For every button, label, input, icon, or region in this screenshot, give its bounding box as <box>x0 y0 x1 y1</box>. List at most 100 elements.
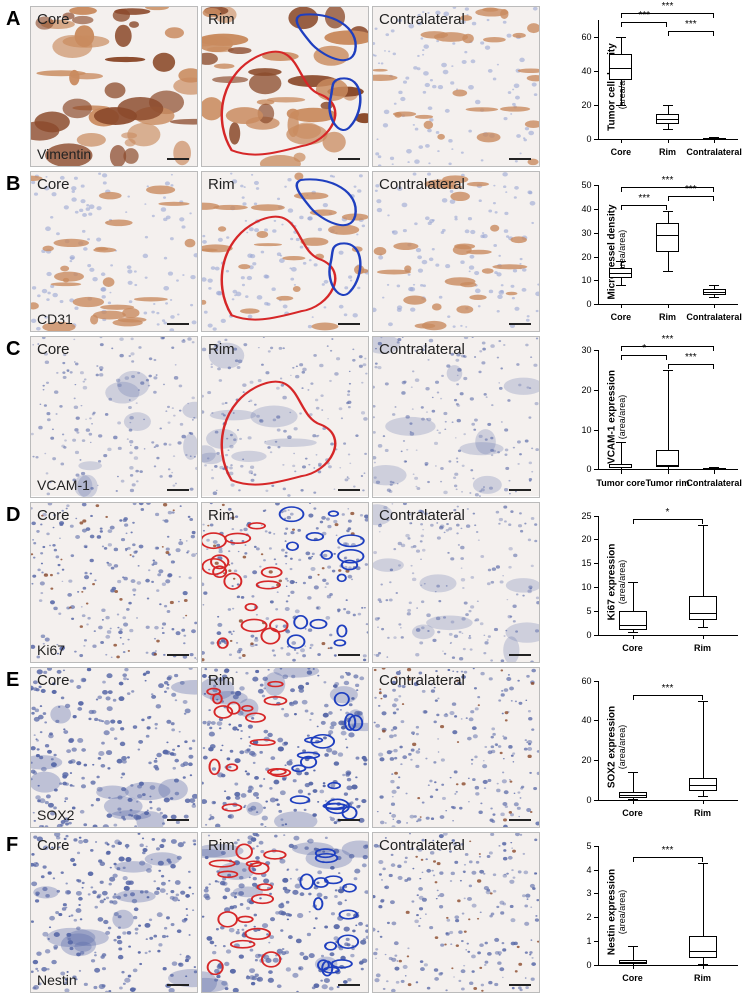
ytick <box>594 587 598 588</box>
box-chart: Nestin expression(area/area)012345CoreRi… <box>554 832 744 993</box>
xtick <box>703 965 704 969</box>
median-line <box>689 613 717 614</box>
ytick <box>594 390 598 391</box>
whisker-cap <box>628 632 638 633</box>
chart-ysub: (area/area) <box>617 852 627 972</box>
chart-ylabel: Microvessel density <box>606 192 617 312</box>
axis-y <box>598 350 599 469</box>
ytick-label: 20 <box>578 755 592 765</box>
ytick-label: 40 <box>578 715 592 725</box>
median-line <box>609 273 632 274</box>
xtick <box>714 139 715 143</box>
xtick <box>703 635 704 639</box>
panel-letter: B <box>4 171 30 332</box>
median-line <box>619 795 647 796</box>
chart-cell: Tumor cell density(area/area)0204060Core… <box>540 6 747 167</box>
tissue-image <box>31 172 197 331</box>
whisker-cap <box>628 946 638 947</box>
sig-label: *** <box>662 848 674 854</box>
whisker <box>633 946 634 960</box>
sig-label: * <box>666 510 670 516</box>
chart-ylabel: Nestin expression <box>606 852 617 972</box>
marker-label: SOX2 <box>37 807 74 823</box>
region-label: Core <box>37 341 70 358</box>
ytick <box>594 209 598 210</box>
box-chart: Microvessel density(area/area)0102030405… <box>554 171 744 332</box>
xtick <box>621 139 622 143</box>
ytick <box>594 71 598 72</box>
tissue-image <box>31 833 197 992</box>
whisker <box>621 278 622 285</box>
xtick-label: Tumor rim <box>646 478 690 488</box>
micrograph-rim: Rim <box>201 832 369 993</box>
ytick-label: 0 <box>578 134 592 144</box>
axis-x <box>598 800 738 801</box>
scalebar <box>338 323 360 325</box>
box-chart: Tumor cell density(area/area)0204060Core… <box>554 6 744 167</box>
ytick <box>594 37 598 38</box>
whisker <box>703 620 704 627</box>
chart-cell: Microvessel density(area/area)0102030405… <box>540 171 747 332</box>
micrograph-core: Core CD31 <box>30 171 198 332</box>
median-line <box>609 68 632 69</box>
axis-y <box>598 681 599 800</box>
chart-ylabel: SOX2 expression <box>606 687 617 807</box>
ytick <box>594 185 598 186</box>
tissue-image <box>373 337 539 496</box>
tissue-image <box>202 668 368 827</box>
whisker-cap <box>616 105 626 106</box>
sig-bracket <box>621 13 714 14</box>
tissue-image <box>31 337 197 496</box>
whisker-cap <box>698 701 708 702</box>
ytick <box>594 539 598 540</box>
tissue-image <box>202 172 368 331</box>
micrograph-core: Core SOX2 <box>30 667 198 828</box>
ytick-label: 0 <box>578 960 592 970</box>
ytick-label: 5 <box>578 606 592 616</box>
ytick-label: 15 <box>578 558 592 568</box>
ytick-label: 20 <box>578 385 592 395</box>
xtick-label: Rim <box>659 312 676 322</box>
micrograph-rim: Rim <box>201 171 369 332</box>
ytick-label: 20 <box>578 534 592 544</box>
scalebar <box>167 158 189 160</box>
panel-row-C: C Core VCAM-1 Rim Contralateral VCAM-1 e… <box>4 336 747 497</box>
region-label: Rim <box>208 341 235 358</box>
chart-ysub: (area/area) <box>617 687 627 807</box>
whisker-cap <box>628 772 638 773</box>
sig-bracket <box>621 346 714 347</box>
chart-cell: SOX2 expression(area/area)0204060CoreRim… <box>540 667 747 828</box>
box-chart: SOX2 expression(area/area)0204060CoreRim… <box>554 667 744 828</box>
sig-bracket <box>668 196 715 197</box>
whisker <box>703 525 704 596</box>
micrograph-triplet: Core CD31 Rim Contralateral <box>30 171 540 332</box>
scalebar <box>338 489 360 491</box>
box-chart: Ki67 expression(area/area)0510152025Core… <box>554 502 744 663</box>
panel-letter: C <box>4 336 30 497</box>
micrograph-triplet: Core Vimentin Rim Contralateral <box>30 6 540 167</box>
ytick <box>594 893 598 894</box>
axis-x <box>598 965 738 966</box>
ytick-label: 30 <box>578 345 592 355</box>
region-label: Rim <box>208 672 235 689</box>
xtick <box>703 800 704 804</box>
whisker <box>621 442 622 464</box>
micrograph-triplet: Core VCAM-1 Rim Contralateral <box>30 336 540 497</box>
tissue-image <box>31 668 197 827</box>
ytick <box>594 469 598 470</box>
xtick <box>714 304 715 308</box>
ytick-label: 40 <box>578 66 592 76</box>
xtick <box>668 139 669 143</box>
median-line <box>703 292 726 293</box>
micrograph-triplet: Core SOX2 Rim Contralateral <box>30 667 540 828</box>
ytick <box>594 430 598 431</box>
micrograph-triplet: Core Nestin Rim Contralateral <box>30 832 540 993</box>
sig-bracket <box>633 519 703 520</box>
panel-letter: F <box>4 832 30 993</box>
whisker-cap <box>628 582 638 583</box>
marker-label: Ki67 <box>37 642 65 658</box>
axis-y <box>598 20 599 139</box>
ytick-label: 0 <box>578 464 592 474</box>
marker-label: CD31 <box>37 311 73 327</box>
xtick <box>668 470 669 474</box>
